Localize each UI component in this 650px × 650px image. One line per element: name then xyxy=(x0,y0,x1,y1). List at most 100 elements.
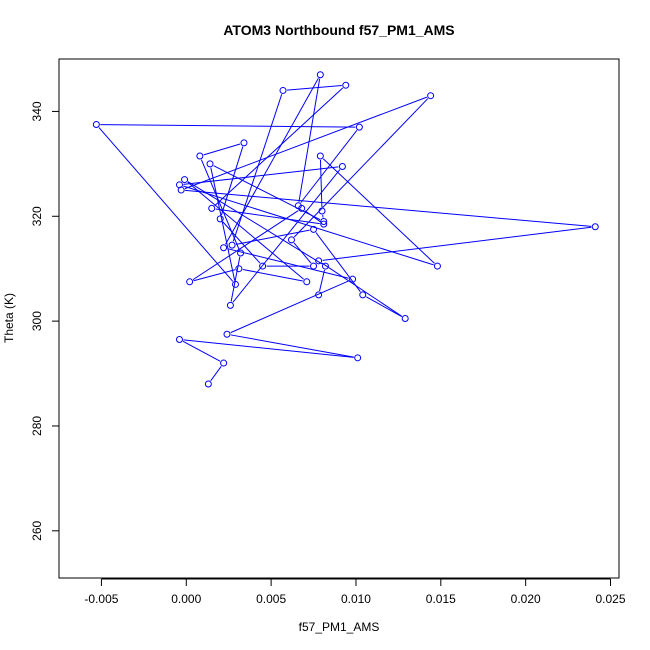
data-point xyxy=(321,262,329,270)
data-point xyxy=(231,280,239,288)
series-segment xyxy=(98,127,234,282)
x-tick-label: 0.020 xyxy=(511,592,541,606)
series-segment xyxy=(182,340,221,362)
data-point xyxy=(354,354,362,362)
y-tick-label: 260 xyxy=(30,520,44,540)
series-segment xyxy=(366,296,402,317)
data-point xyxy=(92,121,100,129)
chart-title: ATOM3 Northbound f57_PM1_AMS xyxy=(223,22,454,38)
data-point xyxy=(206,160,214,168)
y-axis: 260 280 300 320 340 xyxy=(30,101,60,541)
series-segment xyxy=(230,280,350,334)
series-segment xyxy=(230,334,354,358)
y-tick-label: 280 xyxy=(30,416,44,436)
series-segment xyxy=(184,96,428,190)
data-point xyxy=(310,262,318,270)
x-tick-label: 0.000 xyxy=(171,592,201,606)
series-segment xyxy=(183,166,339,185)
data-point xyxy=(315,257,323,265)
series-segment xyxy=(315,232,361,293)
y-axis-label: Theta (K) xyxy=(2,293,16,343)
series-segment xyxy=(183,339,354,358)
series-segment xyxy=(187,181,305,280)
data-point xyxy=(235,265,243,273)
series-segment xyxy=(187,181,323,265)
data-point xyxy=(316,152,324,160)
data-point xyxy=(298,204,306,212)
data-point xyxy=(226,301,234,309)
y-tick-label: 300 xyxy=(30,311,44,331)
data-point xyxy=(591,223,599,231)
data-point xyxy=(359,291,367,299)
series-segment xyxy=(214,87,344,207)
y-tick-label: 320 xyxy=(30,206,44,226)
series-segment xyxy=(319,269,325,292)
series-segment xyxy=(227,248,349,279)
data-point xyxy=(220,359,228,367)
data-point xyxy=(186,278,194,286)
series-segment xyxy=(192,210,299,281)
series-segment xyxy=(322,158,435,264)
data-point xyxy=(220,244,228,252)
series-segment xyxy=(321,262,403,317)
data-point xyxy=(237,249,245,257)
series-segment xyxy=(225,77,319,245)
series-segment xyxy=(286,85,342,91)
x-tick-label: 0.010 xyxy=(341,592,371,606)
series-segment xyxy=(200,159,240,250)
series-segment xyxy=(230,256,241,302)
data-point xyxy=(320,218,328,226)
series-segment xyxy=(319,159,323,208)
series-segment xyxy=(304,210,321,223)
series-segment xyxy=(232,94,283,242)
data-point xyxy=(175,335,183,343)
data-point xyxy=(303,278,311,286)
data-point xyxy=(216,215,224,223)
data-point xyxy=(240,139,248,147)
data-point xyxy=(355,123,363,131)
data-point xyxy=(228,241,236,249)
data-point xyxy=(401,315,409,322)
data-point xyxy=(338,162,346,170)
x-tick-label: -0.005 xyxy=(84,592,118,606)
data-point xyxy=(181,176,189,184)
series-segment xyxy=(203,143,241,156)
series-segment xyxy=(298,78,321,202)
data-point xyxy=(320,220,328,228)
series-segment xyxy=(193,269,236,282)
series-segment xyxy=(293,242,312,264)
data-point xyxy=(342,81,350,89)
series-segment xyxy=(222,221,261,264)
x-axis: -0.005 0.000 0.005 0.010 0.015 0.020 0.025 xyxy=(84,578,626,606)
data-point xyxy=(310,225,318,233)
data-point xyxy=(349,275,357,283)
series-segment xyxy=(235,229,310,245)
series-segment xyxy=(183,185,434,266)
x-tick-label: 0.025 xyxy=(595,592,625,606)
x-tick-label: 0.005 xyxy=(256,592,286,606)
series-0 xyxy=(92,71,599,388)
series-segment xyxy=(210,365,222,382)
series-segment xyxy=(100,124,356,128)
x-axis-label: f57_PM1_AMS xyxy=(299,620,380,634)
series-segment xyxy=(322,226,592,261)
x-tick-label: 0.015 xyxy=(426,592,456,606)
series-segment xyxy=(213,165,321,221)
data-point xyxy=(196,152,204,160)
series-segment xyxy=(293,98,429,238)
series-segment xyxy=(300,130,358,203)
series-segment xyxy=(215,208,320,225)
data-point xyxy=(208,204,216,212)
series-segment xyxy=(220,146,244,216)
data-point xyxy=(204,380,212,388)
data-point xyxy=(433,262,441,270)
data-point xyxy=(259,262,267,270)
series-segment xyxy=(185,189,592,227)
data-point xyxy=(315,291,323,299)
y-tick-label: 340 xyxy=(30,101,44,121)
series-segment xyxy=(232,169,341,303)
data-point xyxy=(177,186,185,194)
data-point xyxy=(318,207,326,215)
series-segment xyxy=(242,268,303,282)
